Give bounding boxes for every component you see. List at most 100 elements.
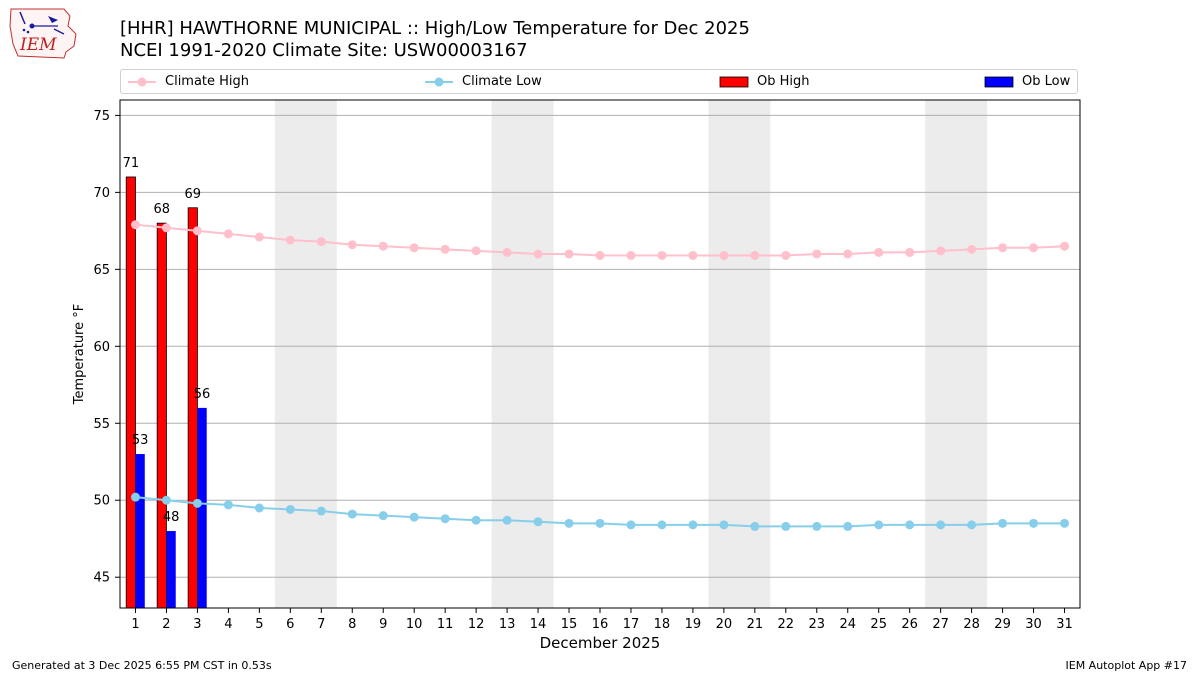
x-tick-label: 26 <box>901 617 918 632</box>
climate-high-point <box>471 246 481 256</box>
climate-low-point <box>533 517 543 527</box>
x-tick-label: 20 <box>716 617 733 632</box>
climate-high-point <box>595 250 605 260</box>
legend-line-marker-icon <box>425 77 453 86</box>
y-tick-label: 65 <box>93 263 110 278</box>
ob-high-bar <box>187 207 198 609</box>
x-tick-label: 7 <box>317 617 325 632</box>
climate-high-point <box>285 235 295 245</box>
climate-low-point <box>812 521 822 531</box>
climate-low-point <box>254 503 264 513</box>
climate-low-point <box>130 492 140 502</box>
climate-low-point <box>316 506 326 516</box>
chart-legend: Climate High Climate Low Ob High Ob Low <box>120 69 1078 94</box>
climate-high-point <box>967 244 977 254</box>
climate-low-point <box>1060 518 1070 528</box>
plot-frame <box>119 99 1081 609</box>
climate-low-point <box>409 512 419 522</box>
ob-high-label: 68 <box>154 202 171 217</box>
climate-high-point <box>409 243 419 253</box>
legend-bar-swatch-icon <box>719 76 749 87</box>
climate-high-point <box>812 249 822 259</box>
x-tick-label: 6 <box>286 617 294 632</box>
ob-low-label: 48 <box>163 510 180 525</box>
logo-text: IEM <box>19 35 57 55</box>
ob-low-label: 56 <box>194 387 211 402</box>
climate-low-point <box>657 520 667 530</box>
climate-high-point <box>626 250 636 260</box>
x-tick-label: 17 <box>623 617 640 632</box>
climate-high-point <box>657 250 667 260</box>
x-tick-label: 12 <box>468 617 485 632</box>
x-tick-label: 28 <box>963 617 980 632</box>
x-tick-label: 23 <box>809 617 826 632</box>
x-tick-label: 5 <box>255 617 263 632</box>
climate-low-point <box>471 515 481 525</box>
climate-low-point <box>595 518 605 528</box>
climate-low-point <box>719 520 729 530</box>
x-tick-label: 22 <box>778 617 795 632</box>
iem-logo-icon: IEM <box>8 6 80 60</box>
ob-low-bar <box>197 407 207 608</box>
climate-high-point <box>223 229 233 239</box>
x-tick-label: 1 <box>131 617 139 632</box>
climate-high-point <box>905 247 915 257</box>
x-tick-label: 21 <box>747 617 764 632</box>
ob-low-bar <box>166 531 176 608</box>
climate-low-point <box>750 521 760 531</box>
climate-high-point <box>192 226 202 236</box>
climate-low-point <box>440 514 450 524</box>
legend-bar-swatch-icon <box>984 76 1014 87</box>
x-tick-label: 14 <box>530 617 547 632</box>
climate-high-point <box>161 223 171 233</box>
x-tick-label: 9 <box>379 617 387 632</box>
chart-title: [HHR] HAWTHORNE MUNICIPAL :: High/Low Te… <box>120 18 750 39</box>
climate-high-point <box>781 250 791 260</box>
climate-high-point <box>1029 243 1039 253</box>
generated-timestamp: Generated at 3 Dec 2025 6:55 PM CST in 0… <box>12 659 272 672</box>
x-tick-label: 15 <box>561 617 578 632</box>
climate-high-point <box>316 237 326 247</box>
x-tick-label: 4 <box>224 617 232 632</box>
climate-low-point <box>1029 518 1039 528</box>
ob-low-label: 53 <box>132 433 149 448</box>
climate-low-point <box>688 520 698 530</box>
legend-label-climate-high: Climate High <box>165 74 250 89</box>
ob-high-label: 69 <box>185 187 202 202</box>
chart-subtitle: NCEI 1991-2020 Climate Site: USW00003167 <box>120 40 528 61</box>
y-tick-label: 55 <box>93 417 110 432</box>
weekend-band <box>491 100 554 608</box>
climate-low-point <box>843 521 853 531</box>
climate-high-point <box>378 241 388 251</box>
x-tick-label: 31 <box>1056 617 1073 632</box>
x-tick-label: 30 <box>1025 617 1042 632</box>
x-tick-label: 13 <box>499 617 516 632</box>
y-tick-label: 75 <box>93 109 110 124</box>
legend-line-marker-icon <box>128 77 156 86</box>
climate-high-point <box>843 249 853 259</box>
climate-high-point <box>874 247 884 257</box>
x-axis-title: December 2025 <box>539 634 661 652</box>
y-tick-label: 70 <box>93 186 110 201</box>
climate-low-point <box>285 504 295 514</box>
climate-low-point <box>874 520 884 530</box>
climate-high-point <box>998 243 1008 253</box>
climate-high-point <box>564 249 574 259</box>
legend-label-ob-high: Ob High <box>757 74 810 89</box>
climate-low-point <box>626 520 636 530</box>
ob-high-bar <box>156 222 167 609</box>
x-tick-label: 27 <box>932 617 949 632</box>
climate-high-point <box>254 232 264 242</box>
y-tick-label: 60 <box>93 340 110 355</box>
climate-low-point <box>192 498 202 508</box>
x-tick-label: 24 <box>839 617 856 632</box>
climate-low-point <box>502 515 512 525</box>
climate-low-point <box>936 520 946 530</box>
y-tick-label: 45 <box>93 571 110 586</box>
climate-low-point <box>161 495 171 505</box>
legend-item-climate-high: Climate High <box>127 70 249 93</box>
climate-high-point <box>936 246 946 256</box>
x-tick-label: 11 <box>437 617 454 632</box>
x-tick-label: 2 <box>162 617 170 632</box>
